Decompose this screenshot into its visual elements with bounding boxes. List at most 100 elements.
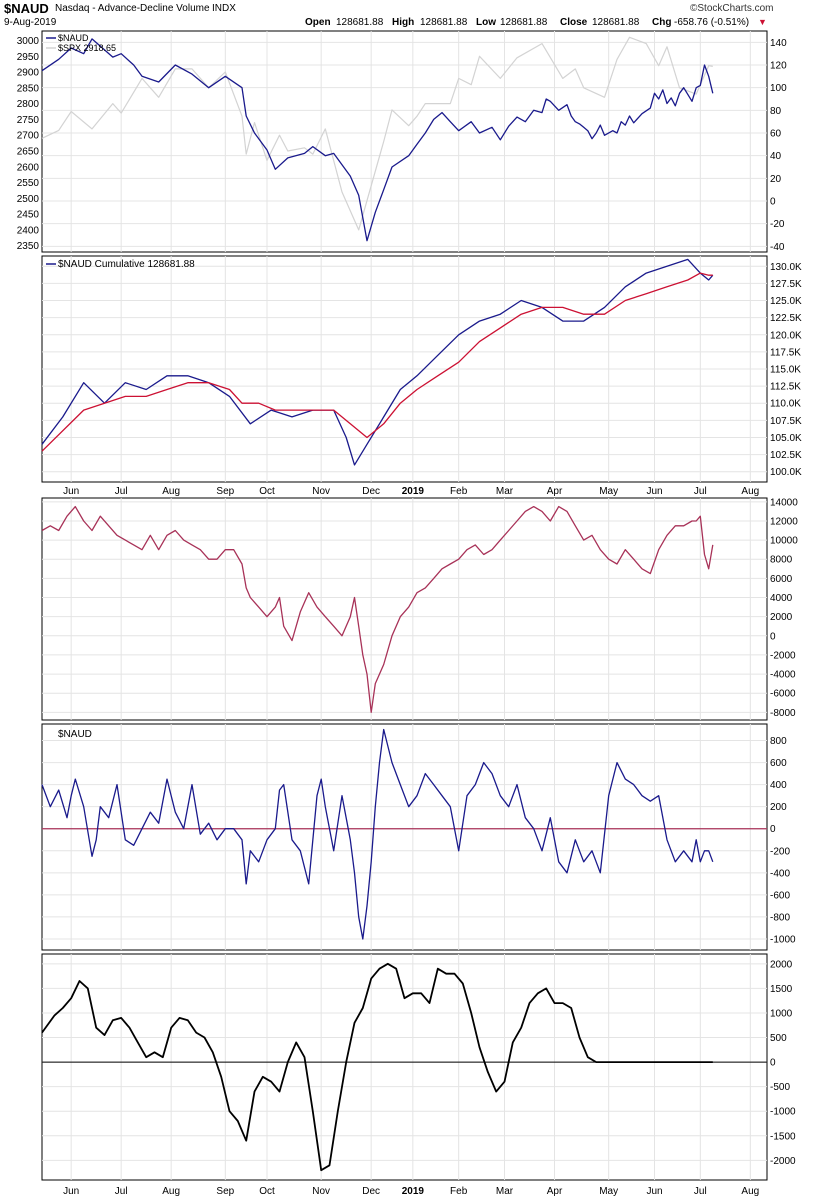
y-tick-label: 2000 bbox=[770, 612, 793, 623]
x-tick-label: Sep bbox=[216, 1186, 234, 1197]
series-line bbox=[41, 36, 713, 231]
panel-1: -40 -20 0 20 40 60 80 100 120 140 2350 2400 2450 2500… bbox=[17, 30, 787, 253]
legend-entry: $NAUD bbox=[58, 33, 89, 43]
high-value: 128681.88 bbox=[420, 17, 468, 28]
x-tick-label: Jul bbox=[115, 486, 128, 497]
series-line bbox=[41, 258, 714, 466]
y-tick-label-left: 2850 bbox=[17, 83, 40, 94]
y-tick-label-left: 2700 bbox=[17, 131, 40, 142]
brand-logo[interactable]: ©StockCharts.com bbox=[690, 3, 774, 14]
y-tick-label: 0 bbox=[770, 1058, 776, 1069]
y-tick-label-left: 2500 bbox=[17, 194, 40, 205]
y-tick-label: -4000 bbox=[770, 670, 796, 681]
x-tick-label: Nov bbox=[312, 1186, 330, 1197]
y-tick-label: 112.5K bbox=[770, 382, 801, 393]
x-tick-label: Oct bbox=[259, 486, 275, 497]
series-line bbox=[41, 272, 713, 452]
panel-title: $NAUD Cumulative 128681.88 bbox=[58, 259, 195, 270]
x-tick-label: Aug bbox=[741, 486, 759, 497]
chart-date: 9-Aug-2019 bbox=[4, 17, 57, 28]
y-tick-label: 120.0K bbox=[770, 330, 802, 341]
y-tick-label: 0 bbox=[770, 824, 776, 835]
x-tick-label: Aug bbox=[162, 1186, 180, 1197]
y-tick-label: 4000 bbox=[770, 593, 793, 604]
y-tick-label: 122.5K bbox=[770, 313, 802, 324]
close-label: Close bbox=[560, 17, 588, 28]
y-tick-label: 12000 bbox=[770, 516, 798, 527]
exchange: INDX bbox=[212, 3, 236, 14]
y-tick-label-left: 2650 bbox=[17, 146, 40, 157]
y-tick-label: 800 bbox=[770, 736, 787, 747]
y-tick-label: 40 bbox=[770, 151, 782, 162]
y-tick-label: 115.0K bbox=[770, 365, 801, 376]
y-tick-label: -8000 bbox=[770, 708, 796, 719]
y-tick-label-left: 2750 bbox=[17, 115, 40, 126]
y-tick-label: 20 bbox=[770, 174, 782, 185]
y-tick-label-left: 2550 bbox=[17, 178, 40, 189]
y-tick-label: 130.0K bbox=[770, 262, 802, 273]
x-tick-label: Aug bbox=[162, 486, 180, 497]
description: Nasdaq - Advance-Decline Volume bbox=[55, 3, 210, 14]
y-tick-label: 105.0K bbox=[770, 433, 802, 444]
x-tick-label: May bbox=[599, 486, 618, 497]
y-tick-label: 140 bbox=[770, 38, 787, 49]
y-tick-label-left: 3000 bbox=[17, 36, 40, 47]
panel-5: -2000 -1500 -1000 -500 0 500 1000 1500 2000 bbox=[41, 953, 796, 1181]
x-tick-label: 2019 bbox=[402, 486, 425, 497]
y-tick-label: -400 bbox=[770, 868, 790, 879]
panel-4: -1000 -800 -600 -400 -200 0 200 400 600 800 $NAUD bbox=[41, 723, 796, 951]
symbol: $NAUD bbox=[4, 1, 49, 16]
y-tick-label: 107.5K bbox=[770, 416, 802, 427]
x-tick-label: Jun bbox=[63, 1186, 79, 1197]
y-tick-label: 125.0K bbox=[770, 296, 802, 307]
chg-label: Chg bbox=[652, 17, 672, 28]
x-tick-label: Jul bbox=[694, 486, 707, 497]
close-value: 128681.88 bbox=[592, 17, 640, 28]
x-tick-label: Jun bbox=[63, 486, 79, 497]
y-tick-label-left: 2400 bbox=[17, 225, 40, 236]
low-value: 128681.88 bbox=[500, 17, 548, 28]
panel-frame bbox=[41, 30, 768, 253]
y-tick-label: 10000 bbox=[770, 536, 798, 547]
y-tick-label: 117.5K bbox=[770, 347, 801, 358]
y-tick-label: 14000 bbox=[770, 497, 798, 508]
y-tick-label: 500 bbox=[770, 1033, 787, 1044]
x-tick-label: Nov bbox=[312, 486, 330, 497]
series-line bbox=[41, 728, 714, 940]
x-tick-label: Jul bbox=[115, 1186, 128, 1197]
y-tick-label-left: 2350 bbox=[17, 241, 40, 252]
y-tick-label: 400 bbox=[770, 780, 787, 791]
y-tick-label: -200 bbox=[770, 846, 790, 857]
y-tick-label: 100 bbox=[770, 83, 787, 94]
x-tick-label: 2019 bbox=[402, 1186, 425, 1197]
x-tick-label: Dec bbox=[362, 1186, 380, 1197]
open-label: Open bbox=[305, 17, 331, 28]
x-tick-label: Feb bbox=[450, 1186, 468, 1197]
panel-2: 100.0K 102.5K 105.0K 107.5K 110.0K 112.5K 115.… bbox=[41, 255, 802, 483]
x-tick-label: Jun bbox=[646, 486, 662, 497]
y-tick-label: 2000 bbox=[770, 959, 793, 970]
y-tick-label: -2000 bbox=[770, 1156, 796, 1167]
x-tick-label: Aug bbox=[741, 1186, 759, 1197]
y-tick-label: 8000 bbox=[770, 555, 793, 566]
y-tick-label: 100.0K bbox=[770, 467, 802, 478]
chg-down-icon: ▼ bbox=[758, 17, 767, 27]
y-tick-label: 127.5K bbox=[770, 279, 802, 290]
y-tick-label: 80 bbox=[770, 106, 782, 117]
y-tick-label-left: 2950 bbox=[17, 52, 40, 63]
y-tick-label: -1000 bbox=[770, 934, 796, 945]
chg-value: -658.76 (-0.51%) bbox=[674, 17, 750, 28]
y-tick-label: 6000 bbox=[770, 574, 793, 585]
y-tick-label: -1000 bbox=[770, 1107, 796, 1118]
y-tick-label: -800 bbox=[770, 912, 790, 923]
y-tick-label: -500 bbox=[770, 1082, 790, 1093]
y-tick-label: -1500 bbox=[770, 1131, 796, 1142]
y-tick-label-left: 2600 bbox=[17, 162, 40, 173]
x-tick-label: Jul bbox=[694, 1186, 707, 1197]
panel-title: $NAUD bbox=[58, 729, 92, 740]
legend-entry: $SPX 2918.65 bbox=[58, 43, 116, 53]
y-tick-label-left: 2450 bbox=[17, 210, 40, 221]
open-value: 128681.88 bbox=[336, 17, 384, 28]
y-tick-label: 1500 bbox=[770, 984, 793, 995]
